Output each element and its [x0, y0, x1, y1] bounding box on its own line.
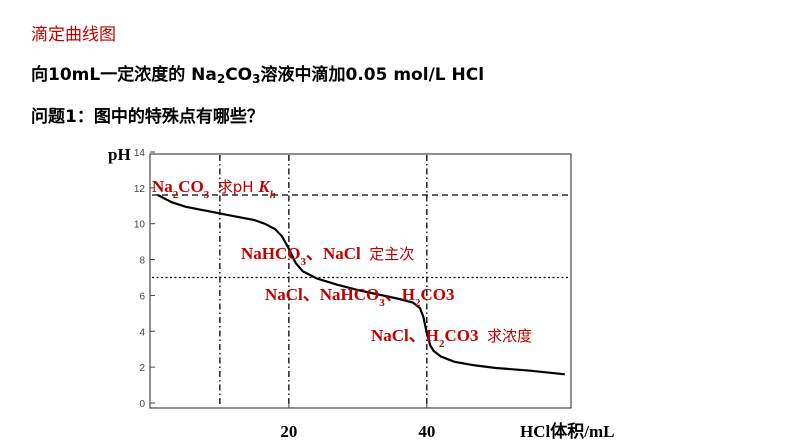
species-annotation: Na2CO3 求pH Kh	[152, 177, 276, 201]
annotation-part: CO	[445, 326, 471, 345]
y-tick-label: 10	[134, 220, 146, 231]
annotation-part: Na	[152, 177, 173, 196]
annotation-part: K	[257, 177, 271, 196]
annotation-subscript: 3	[379, 297, 385, 309]
y-tick-label: 2	[139, 363, 145, 374]
y-tick-label: 14	[134, 148, 146, 159]
annotation-subscript: 2	[439, 338, 445, 350]
problem-statement: 向10mL一定浓度的 Na2CO3溶液中滴加0.05 mol/L HCl	[31, 60, 484, 85]
annotation-part: CO	[178, 177, 204, 196]
statement-subscript: 3	[252, 72, 261, 86]
y-tick-label: 0	[139, 399, 145, 410]
annotation-subscript: 3	[204, 189, 210, 201]
annotation-part: 求浓度	[487, 327, 532, 345]
statement-subscript: 2	[216, 72, 226, 86]
annotation-part: NaCl、H	[371, 326, 439, 345]
y-tick-label: 8	[139, 256, 145, 267]
reference-lines	[152, 155, 569, 407]
question-text: 问题1：图中的特殊点有哪些？	[31, 107, 264, 127]
annotation-part: NaHCO	[241, 244, 301, 263]
annotation-part: NaCl、NaHCO	[265, 285, 379, 304]
statement-part: 溶液中滴加0.05 mol/L HCl	[260, 65, 485, 85]
annotation-part	[479, 326, 488, 345]
species-annotation: NaCl、NaHCO3、H2CO3	[265, 285, 455, 309]
annotation-part: 定主次	[369, 245, 414, 263]
x-tick-label: 20	[280, 422, 297, 441]
x-axis-label: HCl体积/mL	[520, 421, 614, 441]
annotation-subscript: 3	[301, 256, 307, 268]
annotation-part: 、NaCl	[306, 244, 369, 263]
annotation-subscript: 2	[415, 297, 421, 309]
y-tick-label: 6	[139, 291, 145, 302]
y-axis-label: pH	[108, 145, 131, 164]
statement-part: CO	[225, 65, 253, 85]
annotation-subscript: h	[270, 189, 276, 201]
annotation-part: 求pH	[218, 178, 259, 196]
page-title: 滴定曲线图	[31, 25, 116, 45]
annotation-part	[209, 177, 218, 196]
y-tick-label: 12	[134, 184, 146, 195]
annotation-subscript: 2	[173, 189, 179, 201]
annotation-part: CO	[421, 285, 447, 304]
species-annotation: NaCl、H2CO3 求浓度	[371, 326, 532, 350]
x-ticks: 20 40	[280, 403, 435, 441]
species-annotation: NaHCO3、NaCl 定主次	[241, 244, 414, 268]
annotation-part: 、H	[385, 285, 415, 304]
statement-part: 向10mL一定浓度的 Na	[31, 65, 217, 85]
y-ticks: 0 2 4 6 8 10 12 14	[134, 148, 155, 410]
titration-curve	[157, 194, 565, 376]
annotation-part: 3	[446, 285, 455, 304]
y-tick-label: 4	[139, 327, 145, 338]
annotation-part: 3	[470, 326, 479, 345]
x-tick-label: 40	[418, 422, 435, 441]
